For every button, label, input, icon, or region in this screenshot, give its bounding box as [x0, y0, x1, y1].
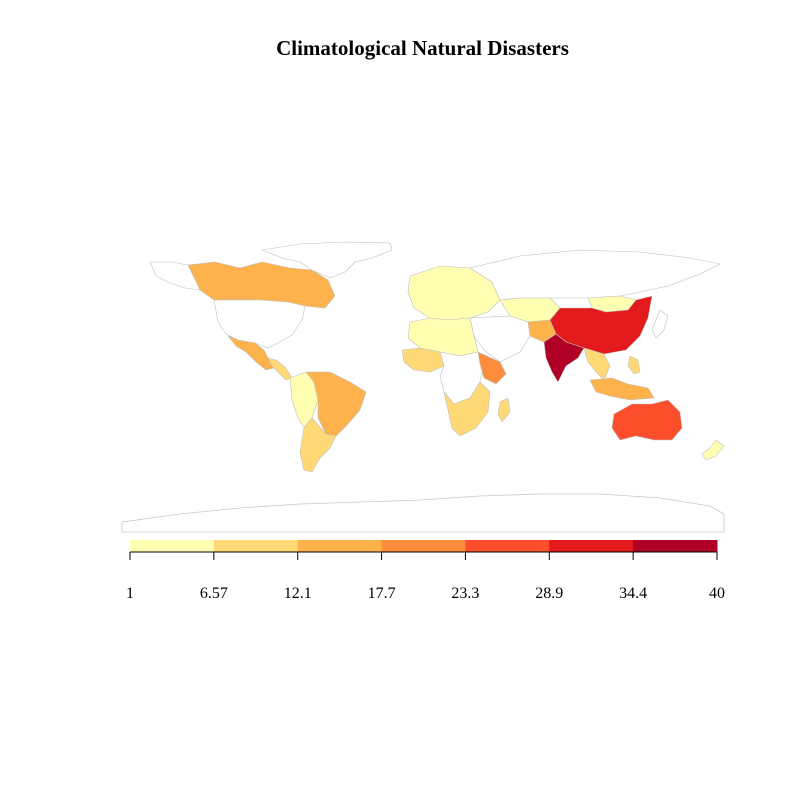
map-title: Climatological Natural Disasters — [276, 36, 569, 60]
region-antarctica — [121, 493, 725, 533]
region-philippines — [627, 355, 641, 375]
region-australia — [611, 399, 683, 441]
legend-tick-label-4: 23.3 — [451, 585, 479, 602]
region-russia — [469, 249, 721, 301]
legend-bin-6 — [633, 540, 718, 552]
legend-bin-3 — [381, 540, 466, 552]
legend-tick-label-0: 1 — [126, 585, 134, 602]
region-alaska — [149, 261, 201, 291]
legend-bin-0 — [130, 540, 215, 552]
region-brazil — [305, 371, 367, 437]
legend-tick-label-2: 12.1 — [284, 585, 312, 602]
region-japan — [651, 309, 669, 339]
legend-tick-label-5: 28.9 — [535, 585, 563, 602]
region-india — [543, 333, 585, 383]
region-greenland — [261, 241, 393, 279]
legend-tick-label-3: 17.7 — [368, 585, 396, 602]
region-argentina — [299, 417, 337, 473]
legend-bin-1 — [213, 540, 299, 552]
region-europe — [407, 265, 501, 321]
region-ethiopia — [477, 351, 507, 385]
legend-bins — [130, 540, 718, 552]
legend-bin-5 — [549, 540, 634, 552]
region-indonesia — [589, 377, 655, 401]
legend-tick-label-7: 40 — [709, 585, 725, 602]
legend-ticks: 1 6.57 12.1 17.7 23.3 28.9 34.4 40 — [126, 552, 725, 602]
legend-tick-label-1: 6.57 — [200, 585, 228, 602]
legend-bin-4 — [465, 540, 550, 552]
region-west-africa — [401, 347, 445, 373]
region-madagascar — [497, 397, 511, 423]
legend-tick-label-6: 34.4 — [619, 585, 647, 602]
color-legend: 1 6.57 12.1 17.7 23.3 28.9 34.4 40 — [126, 540, 725, 602]
region-new-zealand — [701, 439, 725, 461]
region-usa — [213, 299, 306, 349]
region-southern-africa — [443, 381, 491, 437]
region-central-america — [267, 357, 293, 381]
legend-bin-2 — [297, 540, 383, 552]
region-middle-east — [469, 315, 531, 363]
